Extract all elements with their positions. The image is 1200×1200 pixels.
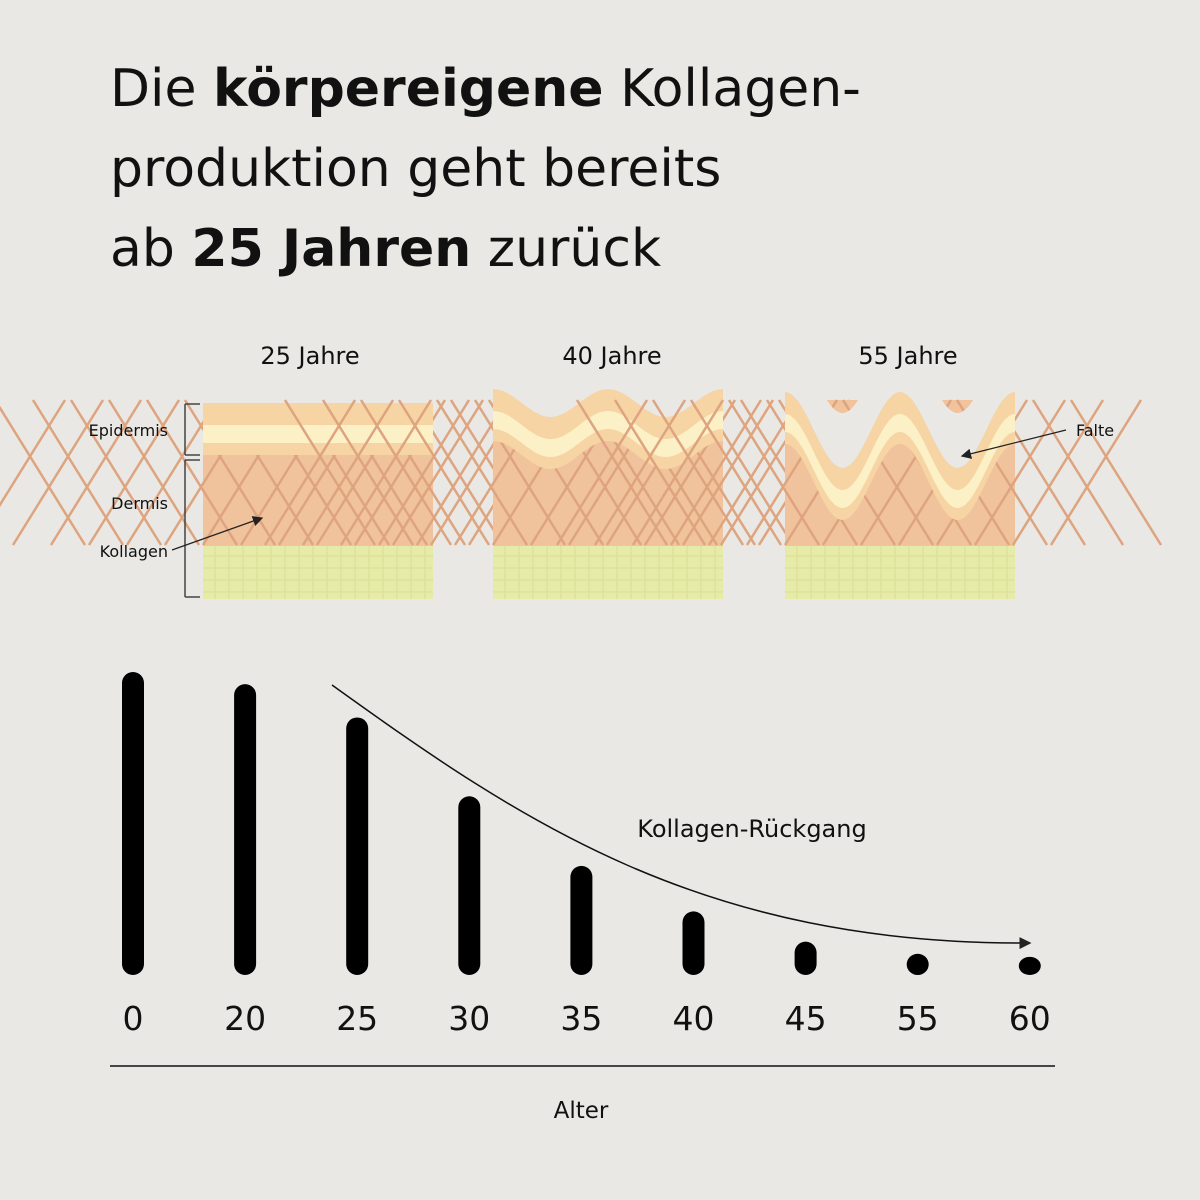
collagen-fiber <box>321 399 415 546</box>
collagen-fiber <box>1031 399 1125 546</box>
title-span: ab <box>110 219 191 279</box>
epidermis <box>785 392 1015 520</box>
collagen-fiber <box>359 399 453 546</box>
skin-panel <box>263 334 871 599</box>
layer-label: Kollagen <box>100 542 168 561</box>
title-span: körpereigene <box>213 59 604 119</box>
collagen-fiber <box>31 399 125 546</box>
subcutis <box>785 546 1015 599</box>
collagen-fiber <box>681 399 775 546</box>
annotation: Kollagen-Rückgang <box>637 815 866 843</box>
trend-arrow <box>331 684 1032 950</box>
collagen-fiber <box>145 399 239 546</box>
wrinkle-arrow <box>960 429 1067 459</box>
bar <box>346 717 369 975</box>
collagen-fiber <box>1011 399 1105 546</box>
dermis-bracket <box>184 459 200 598</box>
collagen-fiber <box>377 399 471 546</box>
skin-illustration <box>0 334 1163 599</box>
collagen-fiber <box>669 399 763 546</box>
collagen-fiber <box>87 399 181 546</box>
skin-panel <box>555 337 1163 599</box>
epidermis-inner <box>493 411 723 457</box>
x-tick-label: 60 <box>1009 999 1051 1038</box>
panel-label: 40 Jahre <box>562 342 661 370</box>
layer-label: Dermis <box>111 494 168 513</box>
collagen-fiber <box>613 399 707 546</box>
x-tick-label: 20 <box>224 999 266 1038</box>
panel-label: 55 Jahre <box>858 342 957 370</box>
epidermis-bracket <box>184 403 200 456</box>
collagen-fiber <box>575 399 669 546</box>
collagen-fiber <box>11 399 105 546</box>
collagen-fiber <box>707 399 801 546</box>
collagen-fiber <box>0 399 67 508</box>
bar <box>570 865 593 975</box>
subcutis <box>203 546 433 599</box>
collagen-fiber <box>125 399 219 546</box>
x-tick-label: 25 <box>336 999 378 1038</box>
bar <box>122 672 144 975</box>
collagen-fiber <box>49 399 143 546</box>
background-cut <box>785 337 1015 468</box>
collagen-arrow <box>171 516 264 551</box>
epidermis-inner <box>203 425 433 443</box>
collagen-fiber <box>555 399 649 546</box>
skin-panel <box>0 348 581 599</box>
title-span: Kollagen- <box>604 59 861 119</box>
collagen-fiber <box>397 399 491 546</box>
collagen-fiber <box>107 399 201 546</box>
collagen-fiber <box>339 399 433 546</box>
subcutis <box>493 546 723 599</box>
title-line: produktion geht bereits <box>110 139 721 199</box>
title-span: zurück <box>471 219 661 279</box>
collagen-fiber <box>0 405 87 546</box>
title-span: 25 Jahren <box>191 219 471 279</box>
collagen-fiber <box>391 399 485 546</box>
collagen-fiber <box>301 399 395 546</box>
bar <box>234 684 257 975</box>
collagen-fiber <box>593 399 687 546</box>
collagen-fiber <box>1049 399 1143 546</box>
collagen-fiber <box>435 399 529 546</box>
collagen-fiber <box>283 399 377 546</box>
collagen-fiber <box>651 399 745 546</box>
collagen-fiber <box>473 399 567 546</box>
collagen-fiber <box>631 399 725 546</box>
layer-label: Epidermis <box>89 421 168 440</box>
wrinkle-label: Falte <box>1076 421 1114 440</box>
bar <box>906 953 929 975</box>
collagen-fiber <box>263 399 357 546</box>
collagen-fiber <box>727 399 821 546</box>
bar <box>458 796 481 975</box>
x-axis-label: Alter <box>554 1098 609 1124</box>
bar <box>682 911 705 975</box>
collagen-fiber <box>973 399 1067 546</box>
panel-label: 25 Jahre <box>260 342 359 370</box>
bar <box>794 941 817 975</box>
x-tick-label: 45 <box>785 999 827 1038</box>
x-tick-label: 0 <box>123 999 144 1038</box>
bar <box>1018 956 1041 975</box>
background-cut <box>203 348 433 403</box>
collagen-fiber <box>689 399 783 546</box>
collagen-fiber <box>415 399 509 546</box>
x-tick-label: 40 <box>673 999 715 1038</box>
title-span: produktion geht bereits <box>110 139 721 199</box>
title-span: Die <box>110 59 213 119</box>
collagen-fiber <box>1069 399 1163 546</box>
x-tick-label: 55 <box>897 999 939 1038</box>
title-line: Die körpereigene Kollagen- <box>110 59 861 119</box>
title-line: ab 25 Jahren zurück <box>110 219 661 279</box>
background-cut <box>493 334 723 417</box>
x-tick-label: 35 <box>560 999 602 1038</box>
x-tick-label: 30 <box>448 999 490 1038</box>
collagen-fiber <box>69 399 163 546</box>
